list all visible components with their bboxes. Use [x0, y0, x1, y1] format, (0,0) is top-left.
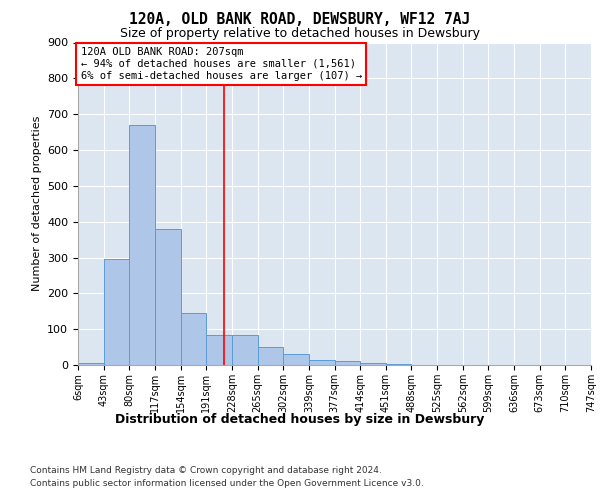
Text: 120A, OLD BANK ROAD, DEWSBURY, WF12 7AJ: 120A, OLD BANK ROAD, DEWSBURY, WF12 7AJ — [130, 12, 470, 28]
Bar — [386, 364, 412, 365]
Bar — [78, 363, 104, 365]
Bar — [309, 360, 335, 365]
Bar — [257, 347, 283, 365]
Bar — [206, 334, 232, 365]
Text: 120A OLD BANK ROAD: 207sqm
← 94% of detached houses are smaller (1,561)
6% of se: 120A OLD BANK ROAD: 207sqm ← 94% of deta… — [80, 48, 362, 80]
Bar — [335, 362, 360, 365]
Bar — [130, 125, 155, 365]
Bar — [104, 260, 130, 365]
Text: Size of property relative to detached houses in Dewsbury: Size of property relative to detached ho… — [120, 28, 480, 40]
Bar — [232, 334, 257, 365]
Text: Contains public sector information licensed under the Open Government Licence v3: Contains public sector information licen… — [30, 479, 424, 488]
Bar — [155, 229, 181, 365]
Bar — [181, 313, 206, 365]
Text: Contains HM Land Registry data © Crown copyright and database right 2024.: Contains HM Land Registry data © Crown c… — [30, 466, 382, 475]
Y-axis label: Number of detached properties: Number of detached properties — [32, 116, 41, 292]
Bar — [283, 354, 309, 365]
Text: Distribution of detached houses by size in Dewsbury: Distribution of detached houses by size … — [115, 412, 485, 426]
Bar — [360, 363, 386, 365]
